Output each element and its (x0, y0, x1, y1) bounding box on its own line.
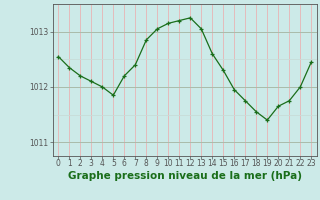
X-axis label: Graphe pression niveau de la mer (hPa): Graphe pression niveau de la mer (hPa) (68, 171, 302, 181)
